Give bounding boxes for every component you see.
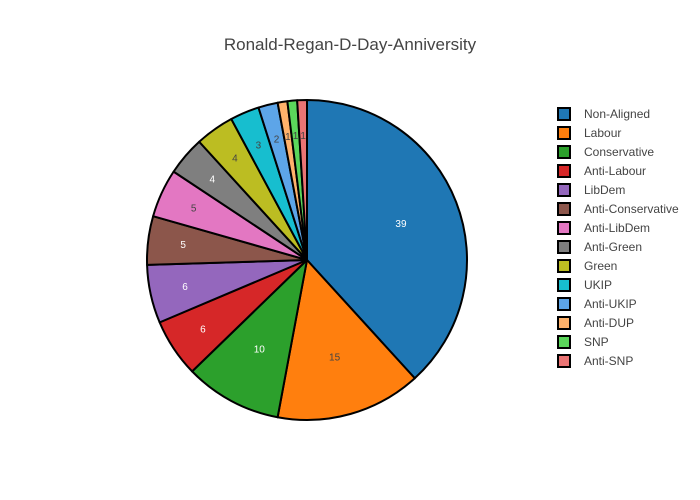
pie-slice-label: 1 [300, 131, 306, 142]
pie-slice-label: 4 [209, 174, 215, 185]
legend-swatch [557, 259, 571, 273]
pie-slices [146, 98, 468, 421]
pie-slice-label: 3 [256, 141, 262, 152]
legend-item[interactable]: Conservative [557, 145, 654, 159]
pie-slice-label: 1 [285, 132, 291, 143]
legend-label: Anti-Conservative [584, 202, 679, 216]
pie-slice-labour[interactable] [276, 259, 416, 421]
legend: Non-Aligned Labour Conservative Anti-Labour… [557, 107, 679, 368]
legend-swatch [557, 297, 571, 311]
pie-slice-label: 5 [191, 203, 197, 214]
legend-label: SNP [584, 335, 609, 349]
pie-slice-label: 10 [254, 344, 266, 355]
legend-item[interactable]: Anti-Green [557, 240, 642, 254]
pie-slice-label: 39 [395, 219, 407, 230]
legend-item[interactable]: Green [557, 259, 617, 273]
legend-swatch [557, 354, 571, 368]
legend-item[interactable]: UKIP [557, 278, 612, 292]
legend-item[interactable]: LibDem [557, 183, 625, 197]
legend-swatch [557, 164, 571, 178]
legend-label: LibDem [584, 183, 625, 197]
legend-item[interactable]: Labour [557, 126, 621, 140]
legend-swatch [557, 107, 571, 121]
pie-slice-label: 6 [182, 282, 188, 293]
pie-slice-conservative[interactable] [191, 259, 308, 419]
legend-swatch [557, 202, 571, 216]
pie-slice-label: 1 [293, 131, 299, 142]
legend-swatch [557, 126, 571, 140]
pie-slice-label: 5 [180, 240, 186, 251]
pie-slice-label: 2 [274, 134, 280, 145]
legend-swatch [557, 145, 571, 159]
pie-slice-label: 15 [329, 352, 341, 363]
pie-slice-label: 4 [232, 154, 238, 165]
legend-label: Anti-Labour [584, 164, 646, 178]
legend-label: Anti-Green [584, 240, 642, 254]
legend-item[interactable]: SNP [557, 335, 609, 349]
legend-item[interactable]: Non-Aligned [557, 107, 650, 121]
legend-label: Labour [584, 126, 621, 140]
legend-item[interactable]: Anti-UKIP [557, 297, 637, 311]
legend-item[interactable]: Anti-Labour [557, 164, 646, 178]
legend-label: Anti-UKIP [584, 297, 637, 311]
legend-item[interactable]: Anti-SNP [557, 354, 633, 368]
legend-swatch [557, 278, 571, 292]
legend-item[interactable]: Anti-LibDem [557, 221, 650, 235]
pie-slice-label: 6 [200, 324, 206, 335]
legend-swatch [557, 316, 571, 330]
legend-swatch [557, 240, 571, 254]
legend-label: UKIP [584, 278, 612, 292]
legend-label: Anti-DUP [584, 316, 634, 330]
legend-swatch [557, 183, 571, 197]
pie-slice-non-aligned[interactable] [306, 99, 468, 380]
legend-label: Non-Aligned [584, 107, 650, 121]
pie-slice-anti-snp[interactable] [296, 98, 308, 261]
chart-title: Ronald-Regan-D-Day-Anniversity [224, 35, 477, 54]
legend-label: Green [584, 259, 617, 273]
legend-swatch [557, 221, 571, 235]
legend-item[interactable]: Anti-Conservative [557, 202, 679, 216]
legend-label: Anti-SNP [584, 354, 633, 368]
legend-label: Conservative [584, 145, 654, 159]
legend-item[interactable]: Anti-DUP [557, 316, 634, 330]
legend-label: Anti-LibDem [584, 221, 650, 235]
legend-swatch [557, 335, 571, 349]
